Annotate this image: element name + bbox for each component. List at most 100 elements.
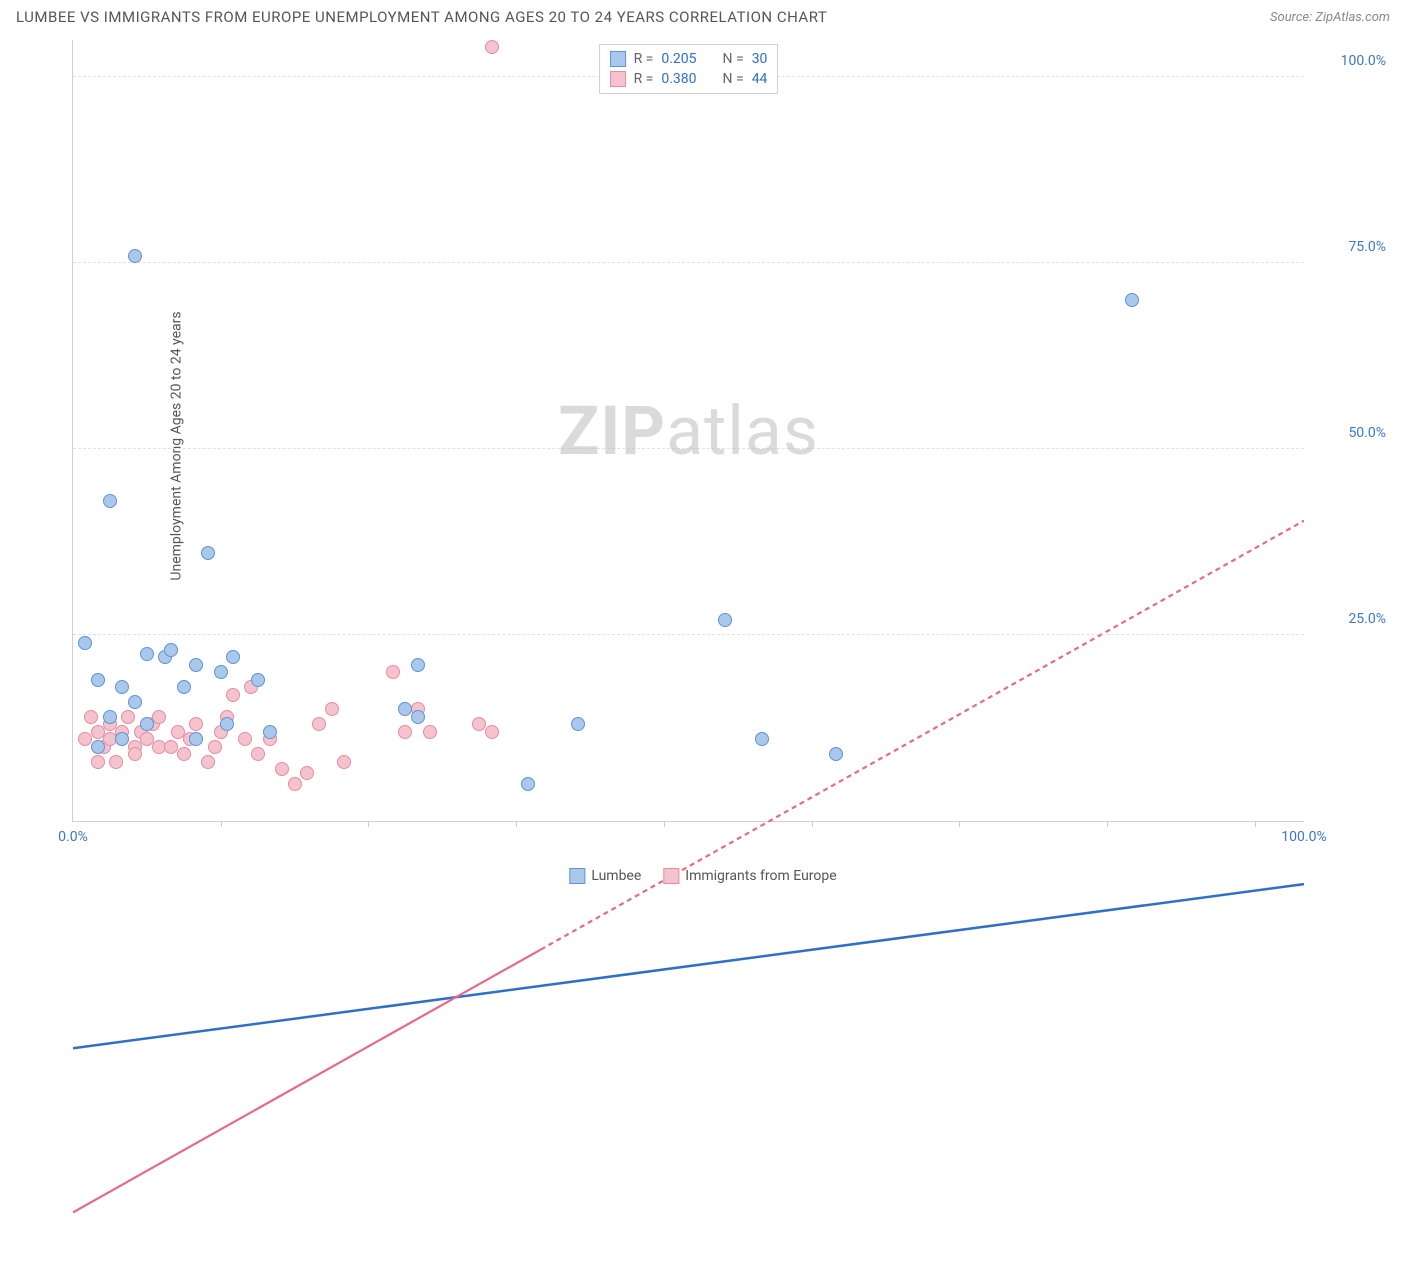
chart-container: Unemployment Among Ages 20 to 24 years Z… (42, 40, 1390, 852)
plot-area: ZIPatlas R =0.205N =30R =0.380N =44 25.0… (72, 40, 1304, 822)
data-point (140, 647, 154, 661)
data-point (220, 717, 234, 731)
x-tick-mark (221, 821, 222, 827)
data-point (755, 732, 769, 746)
legend-item: Immigrants from Europe (663, 868, 836, 884)
legend-swatch (610, 51, 626, 67)
data-point (201, 755, 215, 769)
data-point (337, 755, 351, 769)
data-point (312, 717, 326, 731)
data-point (829, 747, 843, 761)
r-value: 0.380 (661, 71, 696, 87)
data-point (521, 777, 535, 791)
data-point (423, 725, 437, 739)
x-tick-label: 100.0% (1281, 829, 1326, 845)
n-value: 30 (752, 51, 768, 67)
gridline (73, 448, 1304, 449)
data-point (84, 710, 98, 724)
x-tick-mark (664, 821, 665, 827)
y-tick-label: 75.0% (1316, 239, 1386, 255)
r-label: R = (634, 51, 654, 67)
data-point (164, 643, 178, 657)
data-point (226, 688, 240, 702)
data-point (238, 732, 252, 746)
data-point (485, 40, 499, 54)
x-tick-mark (516, 821, 517, 827)
x-tick-mark (1107, 821, 1108, 827)
data-point (1125, 293, 1139, 307)
legend-label: Lumbee (591, 868, 641, 884)
gridline (73, 262, 1304, 263)
x-tick-mark (812, 821, 813, 827)
data-point (189, 717, 203, 731)
watermark-bold: ZIP (558, 391, 666, 471)
data-point (177, 680, 191, 694)
x-tick-mark (1255, 821, 1256, 827)
regression-line (73, 884, 1304, 1048)
data-point (201, 546, 215, 560)
regression-lines (73, 40, 1304, 1271)
data-point (214, 665, 228, 679)
data-point (718, 613, 732, 627)
y-tick-label: 25.0% (1316, 611, 1386, 627)
data-point (208, 740, 222, 754)
x-tick-mark (368, 821, 369, 827)
data-point (91, 755, 105, 769)
header: LUMBEE VS IMMIGRANTS FROM EUROPE UNEMPLO… (0, 0, 1406, 34)
data-point (411, 658, 425, 672)
correlation-legend: R =0.205N =30R =0.380N =44 (599, 44, 779, 94)
data-point (109, 755, 123, 769)
data-point (103, 710, 117, 724)
regression-line (73, 950, 541, 1213)
regression-line (541, 521, 1304, 950)
legend-swatch (610, 71, 626, 87)
data-point (115, 732, 129, 746)
x-tick-label: 0.0% (58, 829, 88, 845)
watermark: ZIPatlas (558, 391, 819, 471)
data-point (128, 747, 142, 761)
x-tick-mark (959, 821, 960, 827)
data-point (386, 665, 400, 679)
data-point (275, 762, 289, 776)
data-point (485, 725, 499, 739)
data-point (103, 494, 117, 508)
r-label: R = (634, 71, 654, 87)
data-point (398, 725, 412, 739)
data-point (189, 732, 203, 746)
y-tick-label: 100.0% (1316, 53, 1386, 69)
chart-title: LUMBEE VS IMMIGRANTS FROM EUROPE UNEMPLO… (16, 8, 827, 26)
data-point (177, 747, 191, 761)
data-point (251, 673, 265, 687)
data-point (78, 636, 92, 650)
watermark-rest: atlas (666, 391, 819, 471)
data-point (121, 710, 135, 724)
data-point (300, 766, 314, 780)
data-point (128, 249, 142, 263)
r-value: 0.205 (661, 51, 696, 67)
data-point (91, 740, 105, 754)
data-point (571, 717, 585, 731)
data-point (288, 777, 302, 791)
legend-label: Immigrants from Europe (685, 868, 836, 884)
n-value: 44 (752, 71, 768, 87)
legend-row: R = 0.205 N = 30 (610, 49, 768, 69)
y-tick-label: 50.0% (1316, 425, 1386, 441)
data-point (189, 658, 203, 672)
data-point (152, 710, 166, 724)
data-point (140, 717, 154, 731)
legend-row: R =0.380N =44 (610, 69, 768, 89)
legend-item: Lumbee (569, 868, 641, 884)
series-legend: Lumbee Immigrants from Europe (569, 868, 836, 884)
legend-swatch (663, 868, 679, 884)
data-point (91, 673, 105, 687)
data-point (263, 725, 277, 739)
data-point (128, 695, 142, 709)
gridline (73, 634, 1304, 635)
data-point (325, 702, 339, 716)
n-label: N = (723, 51, 744, 67)
legend-swatch (569, 868, 585, 884)
data-point (411, 710, 425, 724)
data-point (251, 747, 265, 761)
source-attribution: Source: ZipAtlas.com (1270, 10, 1390, 25)
data-point (226, 650, 240, 664)
